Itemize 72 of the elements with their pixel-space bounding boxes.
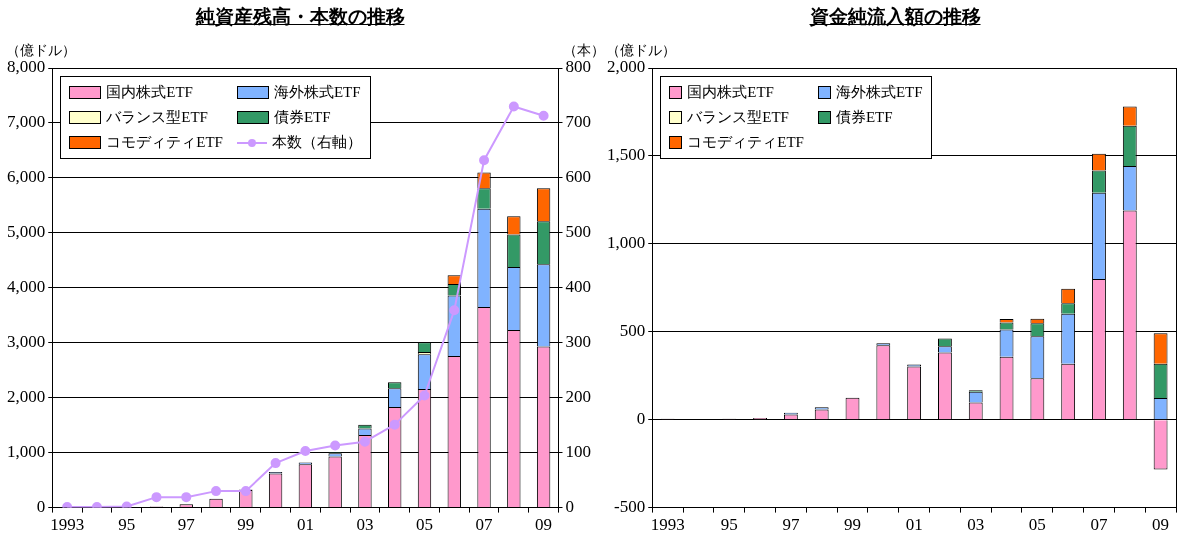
y-tick-label: 500 <box>619 321 646 341</box>
y-tick-label: 0 <box>36 497 46 517</box>
x-tick-label: 99 <box>844 515 862 535</box>
x-tick-label: 09 <box>535 515 553 535</box>
x-tick-label: 1993 <box>650 515 685 535</box>
x-tick-label: 99 <box>237 515 255 535</box>
y-tick-label: 1,500 <box>607 145 646 165</box>
y2-axis-title: （本） <box>562 42 605 58</box>
x-tick-label: 07 <box>1090 515 1108 535</box>
y2-tick-label: 700 <box>565 112 591 132</box>
y-tick-label: 0 <box>636 409 646 429</box>
x-tick-label: 97 <box>177 515 196 535</box>
y2-tick-label: 100 <box>565 442 591 462</box>
legend-label: 海外株式ETF <box>273 83 361 102</box>
legend-label: 本数（右軸） <box>271 133 362 152</box>
x-tick-label: 05 <box>415 515 433 535</box>
legend-label: 債券ETF <box>835 108 893 127</box>
x-tick-label: 05 <box>1028 515 1046 535</box>
y2-tick-label: 400 <box>565 277 591 297</box>
x-tick-label: 01 <box>905 515 923 535</box>
point <box>389 419 400 430</box>
x-tick-label: 03 <box>356 515 374 535</box>
point <box>181 492 192 503</box>
y-tick-label: 1,000 <box>7 442 46 462</box>
point <box>151 492 162 503</box>
legend-label: 国内株式ETF <box>106 83 193 102</box>
point <box>419 390 430 401</box>
y-tick-label: 6,000 <box>7 167 46 187</box>
y2-tick-label: 600 <box>565 167 591 187</box>
point <box>359 436 370 447</box>
point <box>538 110 549 121</box>
legend-label: バランス型ETF <box>106 108 208 127</box>
legend-label: バランス型ETF <box>687 108 789 127</box>
y-tick-label: 8,000 <box>7 57 46 77</box>
y-tick-label: 2,000 <box>7 387 46 407</box>
y2-tick-label: 800 <box>565 57 591 77</box>
y2-tick-label: 300 <box>565 332 591 352</box>
y-tick-label: 7,000 <box>7 112 46 132</box>
y2-tick-label: 0 <box>565 497 574 517</box>
point <box>240 486 251 497</box>
x-tick-label: 1993 <box>50 515 85 535</box>
x-tick-label: 03 <box>967 515 985 535</box>
legend-label: 海外株式ETF <box>835 83 923 102</box>
y-tick-label: 1,000 <box>607 233 646 253</box>
x-tick-label: 07 <box>475 515 494 535</box>
chart-title: 純資産残高・本数の推移 <box>194 5 406 29</box>
y-tick-label: 2,000 <box>607 57 646 77</box>
point <box>211 486 222 497</box>
y-axis-title: （億ドル） <box>6 42 76 58</box>
y-tick-label: 5,000 <box>7 222 46 242</box>
y-tick-label: 3,000 <box>7 332 46 352</box>
legend-label: コモディティETF <box>687 133 804 152</box>
legend-label: 債券ETF <box>273 108 331 127</box>
x-tick-label: 97 <box>782 515 800 535</box>
x-tick-label: 09 <box>1152 515 1170 535</box>
legend-label: コモディティETF <box>106 133 223 152</box>
y-axis-title: （億ドル） <box>606 42 676 58</box>
point <box>300 446 311 456</box>
y2-tick-label: 500 <box>565 222 591 242</box>
point <box>479 155 490 166</box>
y-tick-label: -500 <box>614 497 646 517</box>
y-tick-label: 4,000 <box>7 277 46 297</box>
point <box>449 305 460 316</box>
y2-tick-label: 200 <box>565 387 591 407</box>
legend-label: 国内株式ETF <box>687 83 774 102</box>
point <box>508 101 519 112</box>
x-tick-label: 95 <box>118 515 136 535</box>
point <box>330 440 341 451</box>
point <box>270 458 281 469</box>
x-tick-label: 01 <box>296 515 314 535</box>
x-tick-label: 95 <box>720 515 738 535</box>
chart-title: 資金純流入額の推移 <box>808 5 982 29</box>
